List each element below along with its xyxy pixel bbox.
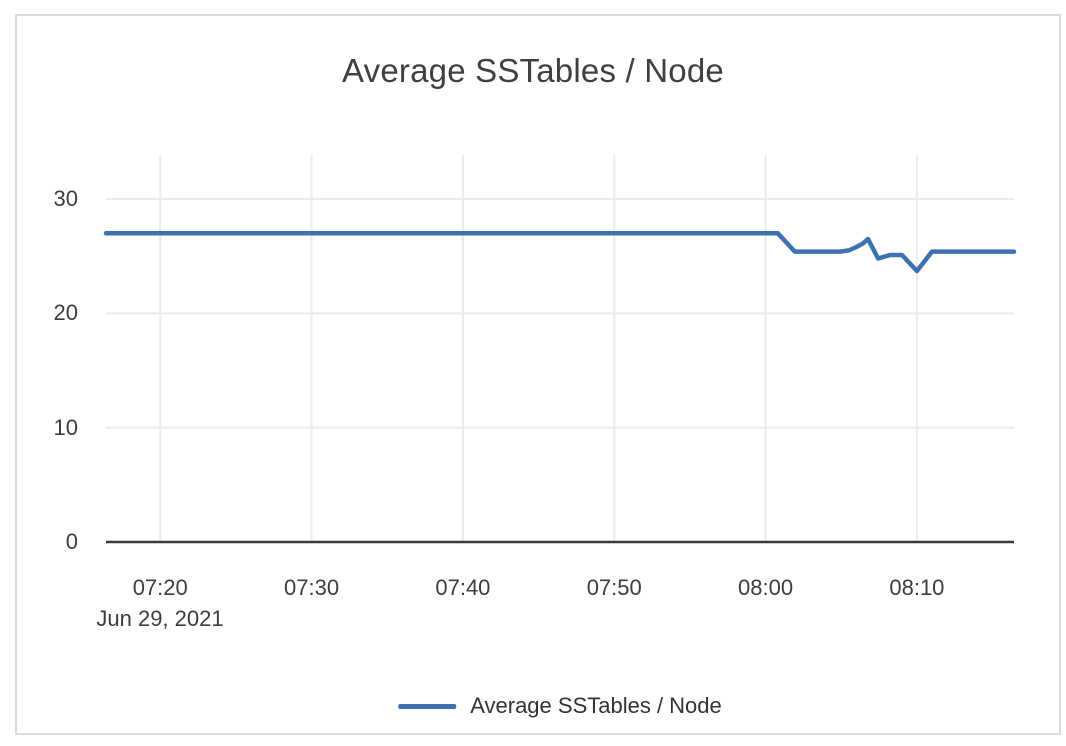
y-axis-tick-label: 30: [53, 186, 78, 211]
legend-label: Average SSTables / Node: [470, 693, 722, 718]
x-axis-date-label: Jun 29, 2021: [96, 606, 224, 631]
y-axis-tick-label: 20: [53, 300, 78, 326]
chart-card: [15, 14, 1061, 735]
x-axis-tick-label: 08:00: [738, 575, 794, 600]
y-axis-tick-label: 10: [53, 414, 78, 440]
chart-title: Average SSTables / Node: [342, 52, 724, 89]
x-axis-tick-label: 07:20: [132, 575, 188, 600]
y-axis-tick-label: 0: [65, 529, 78, 554]
x-axis-tick-label: 07:50: [586, 575, 642, 600]
x-axis-tick-label: 07:30: [284, 575, 340, 600]
x-axis-tick-label: 08:10: [889, 575, 945, 600]
x-axis-tick-label: 07:40: [435, 575, 491, 600]
legend-line-swatch: [398, 703, 457, 709]
legend-item[interactable]: Average SSTables / Node: [398, 693, 722, 719]
